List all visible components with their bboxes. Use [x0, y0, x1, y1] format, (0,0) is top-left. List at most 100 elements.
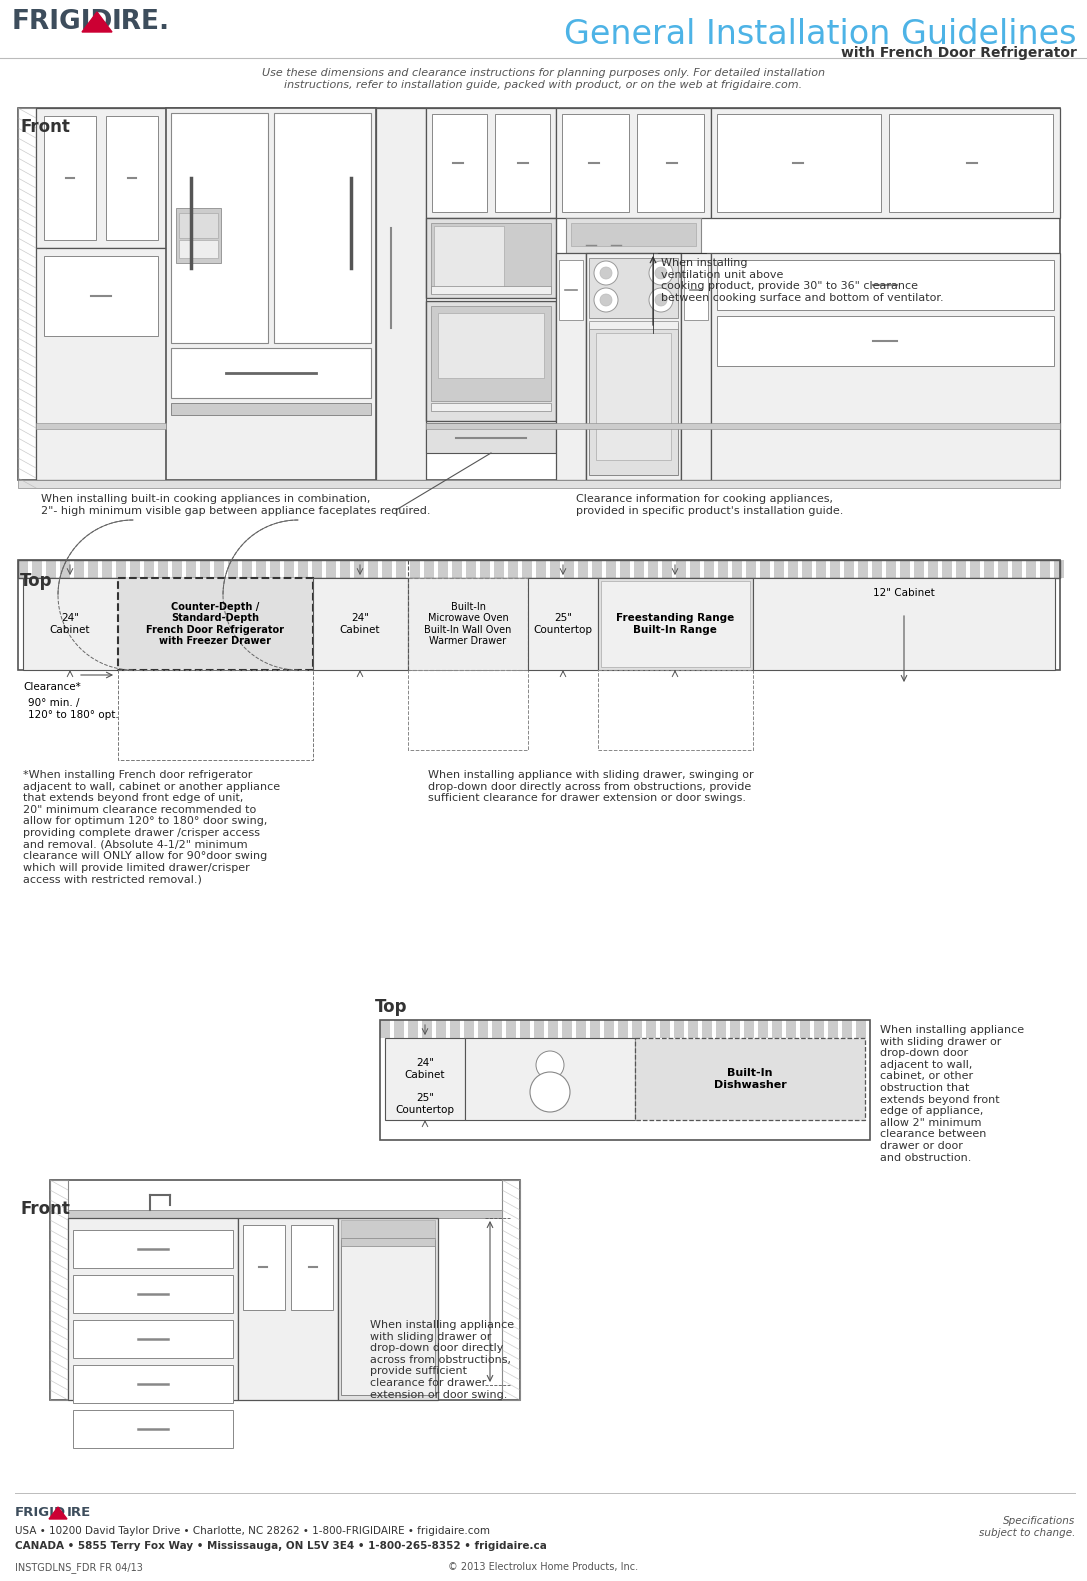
Bar	[522, 560, 532, 579]
Bar	[564, 560, 574, 579]
Bar	[601, 580, 750, 667]
Bar	[186, 560, 196, 579]
Circle shape	[655, 267, 667, 278]
Bar	[341, 1240, 435, 1394]
Bar	[632, 1020, 642, 1039]
Bar	[426, 108, 555, 218]
Bar	[18, 108, 1060, 481]
Bar	[872, 560, 882, 579]
Text: When installing built-in cooking appliances in combination,
2"- high minimum vis: When installing built-in cooking applian…	[41, 493, 430, 515]
Bar	[548, 1020, 558, 1039]
Text: Clearance*: Clearance*	[23, 681, 80, 692]
Bar	[578, 560, 588, 579]
Bar	[586, 253, 680, 481]
Bar	[596, 334, 671, 460]
Bar	[243, 1225, 285, 1311]
Text: Built-In
Microwave Oven
Built-In Wall Oven
Warmer Drawer: Built-In Microwave Oven Built-In Wall Ov…	[424, 602, 512, 647]
Bar	[426, 424, 1060, 428]
Bar	[495, 114, 550, 212]
Bar	[432, 223, 551, 292]
Bar	[550, 560, 560, 579]
Bar	[493, 560, 504, 579]
Bar	[786, 1020, 796, 1039]
Circle shape	[649, 288, 673, 311]
Bar	[900, 560, 910, 579]
Bar	[179, 213, 218, 239]
Bar	[711, 253, 1060, 481]
Bar	[520, 1020, 530, 1039]
Bar	[674, 1020, 684, 1039]
Bar	[814, 1020, 824, 1039]
Bar	[842, 1020, 852, 1039]
Bar	[408, 579, 528, 670]
Text: 25"
Countertop: 25" Countertop	[534, 613, 592, 636]
Bar	[830, 560, 840, 579]
Bar	[566, 218, 701, 253]
Bar	[634, 560, 644, 579]
Bar	[116, 560, 126, 579]
Text: CANADA • 5855 Terry Fox Way • Mississauga, ON L5V 3E4 • 1-800-265-8352 • frigida: CANADA • 5855 Terry Fox Way • Mississaug…	[15, 1541, 547, 1551]
Bar	[637, 114, 704, 212]
Text: © 2013 Electrolux Home Products, Inc.: © 2013 Electrolux Home Products, Inc.	[448, 1562, 638, 1572]
Bar	[800, 1020, 810, 1039]
Text: Counter-Depth /
Standard-Depth
French Door Refrigerator
with Freezer Drawer: Counter-Depth / Standard-Depth French Do…	[146, 602, 284, 647]
Polygon shape	[82, 13, 112, 32]
Bar	[43, 115, 96, 240]
Bar	[166, 108, 376, 481]
Bar	[492, 1020, 502, 1039]
Bar	[480, 560, 490, 579]
Bar	[434, 226, 504, 289]
Bar	[102, 560, 112, 579]
Text: Freestanding Range
Built-In Range: Freestanding Range Built-In Range	[616, 613, 734, 636]
Bar	[410, 560, 420, 579]
Bar	[73, 1410, 233, 1448]
Bar	[32, 560, 42, 579]
Bar	[914, 560, 924, 579]
Bar	[984, 560, 994, 579]
Bar	[18, 560, 1060, 670]
Bar	[43, 256, 158, 337]
Bar	[635, 1039, 865, 1119]
Bar	[855, 1020, 866, 1039]
Text: 12" Cabinet: 12" Cabinet	[873, 588, 935, 598]
Bar	[36, 248, 166, 481]
Bar	[74, 560, 84, 579]
Bar	[562, 1020, 572, 1039]
Bar	[380, 1020, 870, 1140]
Bar	[200, 560, 210, 579]
Bar	[432, 307, 551, 402]
Bar	[172, 560, 182, 579]
Bar	[46, 560, 57, 579]
Text: 24"
Cabinet: 24" Cabinet	[404, 1058, 446, 1080]
Bar	[605, 560, 616, 579]
Bar	[73, 1364, 233, 1402]
Bar	[432, 403, 551, 411]
Bar	[590, 1020, 600, 1039]
Text: When installing appliance
with sliding drawer or
drop-down door directly
across : When installing appliance with sliding d…	[370, 1320, 514, 1399]
Bar	[858, 560, 869, 579]
Text: IRE.: IRE.	[112, 9, 171, 35]
Bar	[844, 560, 854, 579]
Bar	[619, 1020, 628, 1039]
Bar	[450, 1020, 460, 1039]
Bar	[130, 560, 140, 579]
Bar	[592, 560, 602, 579]
Bar	[1040, 560, 1050, 579]
Bar	[684, 259, 708, 319]
Bar	[424, 560, 434, 579]
Bar	[702, 1020, 712, 1039]
Bar	[704, 560, 714, 579]
Bar	[385, 1039, 465, 1119]
Text: When installing
ventilation unit above
cooking product, provide 30" to 36" clear: When installing ventilation unit above c…	[661, 258, 944, 304]
Bar	[717, 114, 880, 212]
Bar	[426, 424, 555, 454]
Bar	[719, 560, 728, 579]
Bar	[464, 1020, 474, 1039]
Bar	[36, 108, 166, 248]
Bar	[598, 579, 753, 670]
Bar	[676, 560, 686, 579]
Bar	[274, 112, 371, 343]
Bar	[291, 1225, 333, 1311]
Bar	[774, 560, 784, 579]
Bar	[662, 560, 672, 579]
